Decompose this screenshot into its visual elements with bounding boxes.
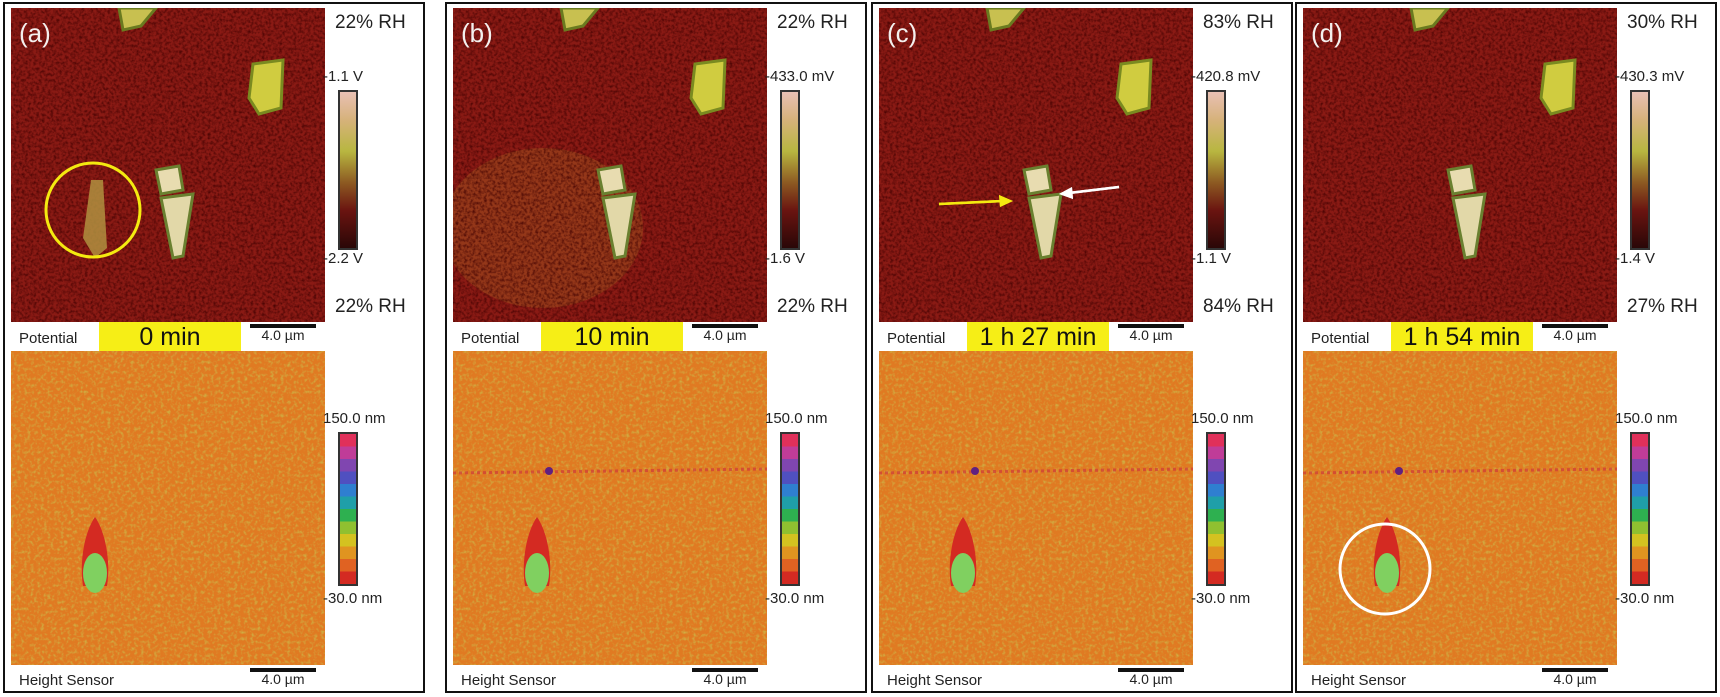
height-colorbar bbox=[780, 432, 800, 586]
potential-colorbar bbox=[1630, 90, 1650, 250]
potential-colorbar bbox=[1206, 90, 1226, 250]
white-circle-annotation bbox=[1338, 522, 1432, 616]
potential-label: Potential bbox=[1311, 330, 1370, 347]
height-max-label: 150.0 nm bbox=[1191, 410, 1254, 427]
panel-b: (b) 22% RH -433.0 mV -1.6 V 22% RH Poten… bbox=[445, 2, 867, 693]
potential-max-label: -420.8 mV bbox=[1191, 68, 1261, 85]
potential-label: Potential bbox=[461, 330, 520, 347]
potential-min-label: -2.2 V bbox=[323, 250, 364, 267]
rh-bottom: 84% RH bbox=[1203, 296, 1274, 317]
scale-bar: 4.0 µm bbox=[1118, 668, 1184, 687]
potential-max-label: -430.3 mV bbox=[1615, 68, 1685, 85]
time-label: 1 h 27 min bbox=[967, 322, 1109, 352]
rh-top: 30% RH bbox=[1627, 12, 1698, 33]
height-colorbar bbox=[1630, 432, 1650, 586]
scale-bar: 4.0 µm bbox=[692, 324, 758, 343]
potential-map-image bbox=[11, 8, 325, 322]
rh-bottom: 27% RH bbox=[1627, 296, 1698, 317]
potential-colorbar bbox=[780, 90, 800, 250]
height-map-image bbox=[11, 351, 325, 665]
time-label: 0 min bbox=[99, 322, 241, 352]
potential-colorbar bbox=[338, 90, 358, 250]
potential-map-image bbox=[879, 8, 1193, 322]
scale-bar: 4.0 µm bbox=[250, 324, 316, 343]
yellow-arrow-icon bbox=[999, 195, 1013, 207]
height-map-image bbox=[453, 351, 767, 665]
height-max-label: 150.0 nm bbox=[1615, 410, 1678, 427]
scale-bar: 4.0 µm bbox=[1542, 668, 1608, 687]
height-map-image bbox=[1303, 351, 1617, 665]
scale-bar: 4.0 µm bbox=[692, 668, 758, 687]
arrow-annotations bbox=[938, 185, 1120, 207]
potential-label: Potential bbox=[19, 330, 78, 347]
potential-min-label: -1.4 V bbox=[1615, 250, 1656, 267]
white-arrow-icon bbox=[1059, 187, 1073, 199]
scale-bar: 4.0 µm bbox=[250, 668, 316, 687]
panel-a: (a) 22% RH -1.1 V -2.2 V 22% RH Potentia… bbox=[3, 2, 425, 693]
panel-c: (c) 83% RH -420.8 mV -1.1 V 84% RH Poten… bbox=[871, 2, 1293, 693]
height-colorbar bbox=[338, 432, 358, 586]
panel-d: (d) 30% RH -430.3 mV -1.4 V 27% RH Poten… bbox=[1295, 2, 1717, 693]
panel-label: (c) bbox=[887, 18, 918, 48]
height-sensor-label: Height Sensor bbox=[887, 672, 983, 689]
yellow-circle-annotation bbox=[44, 161, 142, 259]
rh-top: 83% RH bbox=[1203, 12, 1274, 33]
panel-label: (d) bbox=[1311, 18, 1343, 48]
height-map-image bbox=[879, 351, 1193, 665]
rh-top: 22% RH bbox=[777, 12, 848, 33]
height-max-label: 150.0 nm bbox=[323, 410, 386, 427]
time-label: 10 min bbox=[541, 322, 683, 352]
height-min-label: -30.0 nm bbox=[765, 590, 825, 607]
time-label: 1 h 54 min bbox=[1391, 322, 1533, 352]
rh-bottom: 22% RH bbox=[335, 296, 406, 317]
height-sensor-label: Height Sensor bbox=[19, 672, 115, 689]
height-min-label: -30.0 nm bbox=[1191, 590, 1251, 607]
panel-label: (b) bbox=[461, 18, 493, 48]
potential-min-label: -1.6 V bbox=[765, 250, 806, 267]
potential-label: Potential bbox=[887, 330, 946, 347]
height-sensor-label: Height Sensor bbox=[1311, 672, 1407, 689]
height-colorbar bbox=[1206, 432, 1226, 586]
rh-bottom: 22% RH bbox=[777, 296, 848, 317]
scale-bar: 4.0 µm bbox=[1542, 324, 1608, 343]
height-min-label: -30.0 nm bbox=[323, 590, 383, 607]
height-min-label: -30.0 nm bbox=[1615, 590, 1675, 607]
potential-map-image bbox=[453, 8, 767, 322]
height-max-label: 150.0 nm bbox=[765, 410, 828, 427]
potential-max-label: -433.0 mV bbox=[765, 68, 835, 85]
potential-max-label: -1.1 V bbox=[323, 68, 364, 85]
scale-bar: 4.0 µm bbox=[1118, 324, 1184, 343]
potential-map-image bbox=[1303, 8, 1617, 322]
height-sensor-label: Height Sensor bbox=[461, 672, 557, 689]
rh-top: 22% RH bbox=[335, 12, 406, 33]
panel-label: (a) bbox=[19, 18, 51, 48]
potential-min-label: -1.1 V bbox=[1191, 250, 1232, 267]
